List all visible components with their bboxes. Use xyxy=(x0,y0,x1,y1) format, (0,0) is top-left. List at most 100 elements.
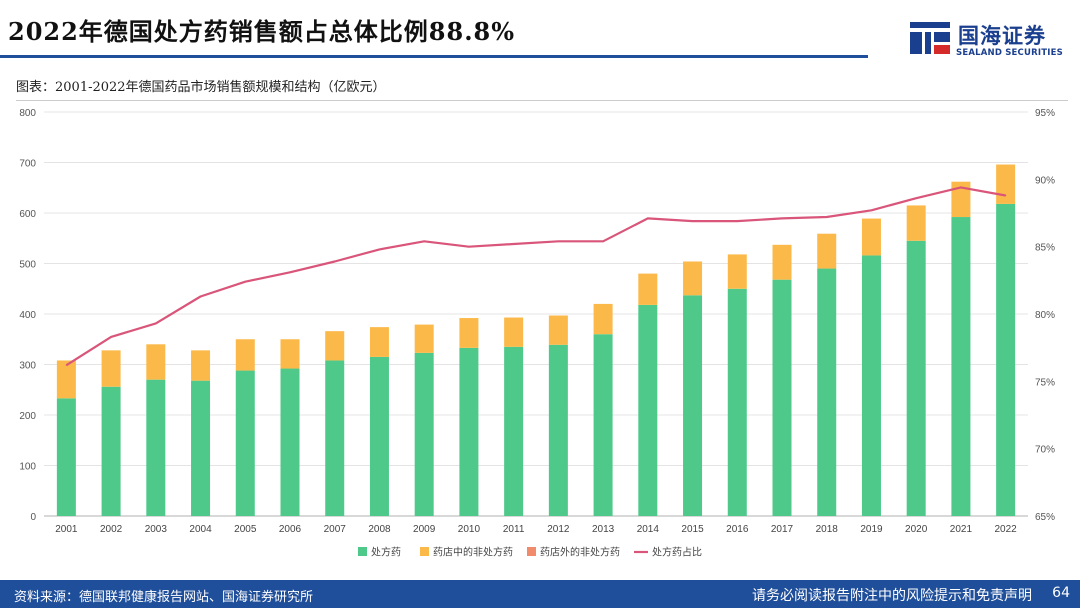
x-tick-label: 2014 xyxy=(637,524,660,535)
bar-rx xyxy=(504,346,524,516)
ratio-point xyxy=(155,322,157,325)
bar-rx xyxy=(638,304,658,516)
bar-rx xyxy=(414,352,434,516)
chart-area: 0 100 200 300 400 500 600 700 800 65% 70% 75% 80% 85%… xyxy=(19,108,1055,559)
x-tick-label: 2018 xyxy=(816,524,839,535)
bar-otc-pharmacy xyxy=(191,350,211,381)
bar-otc-pharmacy xyxy=(414,324,434,353)
bar-otc-pharmacy xyxy=(727,254,747,289)
bar-rx xyxy=(996,203,1016,516)
ratio-point xyxy=(826,216,828,218)
ratio-point xyxy=(691,220,694,222)
y-left-tick-label: 800 xyxy=(19,108,36,119)
bar-rx xyxy=(727,288,747,516)
bar-rx xyxy=(56,398,76,516)
bar-rx xyxy=(683,295,703,516)
y-right-tick-label: 70% xyxy=(1035,445,1055,456)
ratio-point xyxy=(736,220,738,222)
ratio-point xyxy=(557,240,559,242)
x-tick-label: 2016 xyxy=(726,524,749,535)
bar-otc-pharmacy xyxy=(369,327,389,357)
bar-otc-pharmacy xyxy=(996,164,1016,204)
x-tick-label: 2003 xyxy=(145,524,168,535)
title-divider xyxy=(0,55,868,58)
bar-otc-pharmacy xyxy=(459,318,479,348)
bar-otc-pharmacy xyxy=(772,244,792,280)
x-tick-label: 2020 xyxy=(905,524,928,535)
bar-rx xyxy=(369,356,389,516)
bar-rx xyxy=(235,370,255,516)
ratio-point xyxy=(199,295,202,298)
bar-rx xyxy=(906,240,926,516)
disclaimer: 请务必阅读报告附注中的风险提示和免责声明 xyxy=(752,588,1032,604)
legend-label: 处方药占比 xyxy=(652,546,702,559)
ratio-point xyxy=(65,364,67,366)
bar-otc-pharmacy xyxy=(817,233,837,269)
x-tick-label: 2013 xyxy=(592,524,615,535)
y-left-tick-label: 700 xyxy=(19,159,36,170)
ratio-line xyxy=(65,186,1006,367)
legend-label: 药店中的非处方药 xyxy=(433,546,513,559)
x-tick-label: 2022 xyxy=(995,524,1018,535)
page-number: 64 xyxy=(1052,585,1070,601)
bar-otc-pharmacy xyxy=(548,315,568,345)
ratio-point xyxy=(289,271,291,273)
bar-otc-pharmacy xyxy=(280,339,300,369)
legend-swatch xyxy=(358,547,367,556)
company-logo: 国海证券 SEALAND SECURITIES xyxy=(908,18,1068,60)
x-tick-label: 2008 xyxy=(368,524,391,535)
y-left-tick-label: 0 xyxy=(30,512,36,523)
bar-rx xyxy=(593,334,613,516)
logo-name-en: SEALAND SECURITIES xyxy=(956,48,1063,58)
ratio-point xyxy=(468,246,470,248)
y-right-tick-label: 65% xyxy=(1035,512,1055,523)
legend-label: 药店外的非处方药 xyxy=(540,546,620,559)
data-source: 资料来源：德国联邦健康报告网站、国海证券研究所 xyxy=(14,590,314,605)
bar-rx xyxy=(772,279,792,516)
bar-otc-pharmacy xyxy=(235,339,255,371)
x-tick-label: 2019 xyxy=(860,524,883,535)
ratio-point xyxy=(1005,194,1007,197)
x-tick-label: 2002 xyxy=(100,524,123,535)
x-tick-label: 2007 xyxy=(324,524,347,535)
y-left-tick-label: 400 xyxy=(19,310,36,321)
bar-rx xyxy=(817,268,837,516)
bar-rx xyxy=(548,344,568,516)
ratio-point xyxy=(602,240,604,242)
bar-otc-pharmacy xyxy=(638,273,658,305)
chart-subtitle: 图表：2001-2022年德国药品市场销售额规模和结构（亿欧元） xyxy=(16,80,386,95)
x-tick-label: 2004 xyxy=(189,524,212,535)
bar-rx xyxy=(459,347,479,516)
x-tick-label: 2011 xyxy=(503,524,525,535)
logo-name-cn: 国海证券 xyxy=(958,24,1046,48)
bar-otc-pharmacy xyxy=(951,181,971,218)
bar-otc-pharmacy xyxy=(146,344,166,380)
x-tick-label: 2009 xyxy=(413,524,436,535)
ratio-point xyxy=(960,186,962,189)
ratio-point xyxy=(378,248,381,250)
x-tick-label: 2006 xyxy=(279,524,302,535)
bar-rx xyxy=(325,360,345,516)
bar-rx xyxy=(146,379,166,516)
y-left-tick-label: 500 xyxy=(19,260,36,271)
y-right-tick-label: 80% xyxy=(1035,310,1055,321)
bar-rx xyxy=(191,380,211,516)
y-right-tick-label: 90% xyxy=(1035,175,1055,186)
ratio-point xyxy=(423,240,425,242)
x-tick-label: 2001 xyxy=(55,524,78,535)
legend-swatch xyxy=(420,547,429,556)
subtitle-divider xyxy=(16,100,1068,101)
y-right-tick-label: 75% xyxy=(1035,377,1055,388)
bar-otc-pharmacy xyxy=(593,303,613,335)
bar-rx xyxy=(951,217,971,516)
bar-otc-pharmacy xyxy=(683,261,703,296)
ratio-point xyxy=(513,243,515,245)
bar-otc-pharmacy xyxy=(906,205,926,241)
bar-rx xyxy=(861,255,881,517)
ratio-point xyxy=(915,197,917,199)
x-tick-label: 2010 xyxy=(458,524,481,535)
bar-otc-pharmacy xyxy=(101,350,121,387)
y-left-tick-label: 200 xyxy=(19,411,36,422)
ratio-point xyxy=(110,336,112,338)
y-left-tick-label: 300 xyxy=(19,361,36,372)
